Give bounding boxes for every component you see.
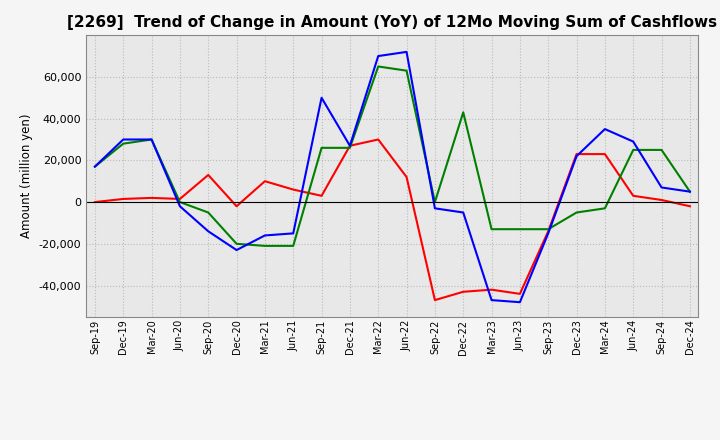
Free Cashflow — [431, 205, 439, 211]
Investing Cashflow — [487, 227, 496, 232]
Free Cashflow — [572, 154, 581, 159]
Investing Cashflow — [516, 227, 524, 232]
Operating Cashflow — [289, 187, 297, 192]
Free Cashflow — [657, 185, 666, 190]
Operating Cashflow — [119, 196, 127, 202]
Free Cashflow — [91, 164, 99, 169]
Free Cashflow — [261, 233, 269, 238]
Free Cashflow — [685, 189, 694, 194]
Free Cashflow — [233, 247, 241, 253]
Free Cashflow — [204, 229, 212, 234]
Line: Investing Cashflow: Investing Cashflow — [95, 66, 690, 246]
Investing Cashflow — [402, 68, 411, 73]
Investing Cashflow — [148, 137, 156, 142]
Free Cashflow — [374, 53, 382, 59]
Free Cashflow — [600, 126, 609, 132]
Investing Cashflow — [431, 199, 439, 205]
Operating Cashflow — [685, 204, 694, 209]
Title: [2269]  Trend of Change in Amount (YoY) of 12Mo Moving Sum of Cashflows: [2269] Trend of Change in Amount (YoY) o… — [68, 15, 717, 30]
Investing Cashflow — [289, 243, 297, 249]
Investing Cashflow — [233, 241, 241, 246]
Operating Cashflow — [459, 289, 467, 294]
Operating Cashflow — [346, 143, 354, 148]
Investing Cashflow — [544, 227, 552, 232]
Free Cashflow — [119, 137, 127, 142]
Operating Cashflow — [431, 297, 439, 303]
Operating Cashflow — [148, 195, 156, 201]
Operating Cashflow — [374, 137, 382, 142]
Free Cashflow — [516, 300, 524, 305]
Investing Cashflow — [176, 199, 184, 205]
Operating Cashflow — [629, 193, 637, 198]
Investing Cashflow — [374, 64, 382, 69]
Investing Cashflow — [600, 205, 609, 211]
Operating Cashflow — [204, 172, 212, 178]
Investing Cashflow — [629, 147, 637, 153]
Operating Cashflow — [261, 179, 269, 184]
Operating Cashflow — [318, 193, 326, 198]
Free Cashflow — [459, 210, 467, 215]
Free Cashflow — [487, 297, 496, 303]
Free Cashflow — [176, 204, 184, 209]
Investing Cashflow — [91, 164, 99, 169]
Free Cashflow — [289, 231, 297, 236]
Operating Cashflow — [657, 198, 666, 203]
Line: Operating Cashflow: Operating Cashflow — [95, 139, 690, 300]
Free Cashflow — [346, 143, 354, 148]
Investing Cashflow — [685, 189, 694, 194]
Investing Cashflow — [657, 147, 666, 153]
Investing Cashflow — [204, 210, 212, 215]
Free Cashflow — [402, 49, 411, 55]
Investing Cashflow — [318, 145, 326, 150]
Free Cashflow — [148, 137, 156, 142]
Y-axis label: Amount (million yen): Amount (million yen) — [20, 114, 33, 238]
Operating Cashflow — [572, 151, 581, 157]
Investing Cashflow — [572, 210, 581, 215]
Operating Cashflow — [233, 204, 241, 209]
Free Cashflow — [318, 95, 326, 100]
Investing Cashflow — [346, 145, 354, 150]
Investing Cashflow — [459, 110, 467, 115]
Operating Cashflow — [600, 151, 609, 157]
Operating Cashflow — [516, 291, 524, 297]
Operating Cashflow — [487, 287, 496, 292]
Operating Cashflow — [402, 174, 411, 180]
Operating Cashflow — [544, 229, 552, 234]
Line: Free Cashflow: Free Cashflow — [95, 52, 690, 302]
Investing Cashflow — [261, 243, 269, 249]
Free Cashflow — [629, 139, 637, 144]
Operating Cashflow — [176, 196, 184, 202]
Investing Cashflow — [119, 141, 127, 147]
Free Cashflow — [544, 231, 552, 236]
Operating Cashflow — [91, 199, 99, 205]
